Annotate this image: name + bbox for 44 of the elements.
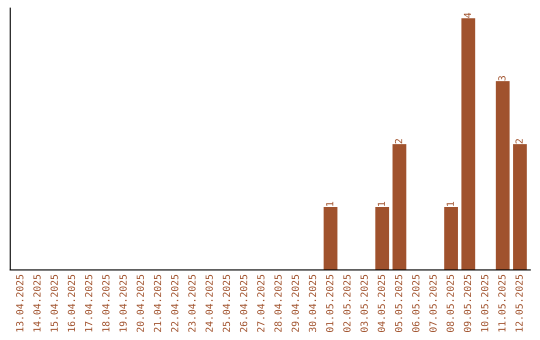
x-tick-label: 13.04.2025 <box>16 274 24 332</box>
bar <box>513 144 527 270</box>
data-label: 1 <box>326 202 334 206</box>
x-tick-label: 24.04.2025 <box>205 274 213 332</box>
bar <box>496 81 510 270</box>
x-tick-label: 21.04.2025 <box>154 274 162 332</box>
x-tick-label: 01.05.2025 <box>326 274 334 332</box>
x-tick-label: 19.04.2025 <box>119 274 127 332</box>
x-tick-label: 25.04.2025 <box>222 274 230 332</box>
x-tick-label: 20.04.2025 <box>136 274 144 332</box>
x-tick-label: 04.05.2025 <box>378 274 386 332</box>
x-tick-label: 18.04.2025 <box>102 274 110 332</box>
x-tick-label: 08.05.2025 <box>446 274 454 332</box>
x-tick-label: 05.05.2025 <box>394 274 402 332</box>
x-tick-label: 09.05.2025 <box>464 274 472 332</box>
x-tick-label: 02.05.2025 <box>343 274 351 332</box>
x-tick-label: 29.04.2025 <box>292 274 299 332</box>
x-tick-label: 16.04.2025 <box>68 274 76 332</box>
x-tick-label: 22.04.2025 <box>171 274 178 332</box>
x-tick-label: 17.04.2025 <box>84 274 92 332</box>
bar <box>375 207 390 270</box>
x-tick-label: 23.04.2025 <box>188 274 196 332</box>
x-tick-label: 15.04.2025 <box>50 274 58 332</box>
data-label: 3 <box>498 76 506 81</box>
x-tick-label: 10.05.2025 <box>481 274 488 332</box>
data-label: 1 <box>378 202 385 206</box>
x-tick-label: 28.04.2025 <box>274 274 282 332</box>
bar <box>444 207 458 270</box>
x-tick-label: 27.04.2025 <box>257 274 265 332</box>
bar <box>461 18 476 270</box>
data-label: 1 <box>446 202 454 206</box>
x-tick-label: 12.05.2025 <box>515 274 523 332</box>
data-label: 4 <box>464 12 471 18</box>
x-tick-label: 03.05.2025 <box>360 274 368 332</box>
data-label: 2 <box>394 139 402 144</box>
x-tick-label: 30.04.2025 <box>308 274 316 332</box>
bar <box>392 144 406 270</box>
x-tick-label: 07.05.2025 <box>429 274 437 332</box>
bar <box>324 207 338 270</box>
x-tick-label: 26.04.2025 <box>240 274 248 332</box>
data-label: 2 <box>515 139 523 144</box>
x-tick-label: 06.05.2025 <box>412 274 420 332</box>
x-tick-label: 11.05.2025 <box>498 274 506 332</box>
x-tick-label: 14.04.2025 <box>33 274 41 332</box>
